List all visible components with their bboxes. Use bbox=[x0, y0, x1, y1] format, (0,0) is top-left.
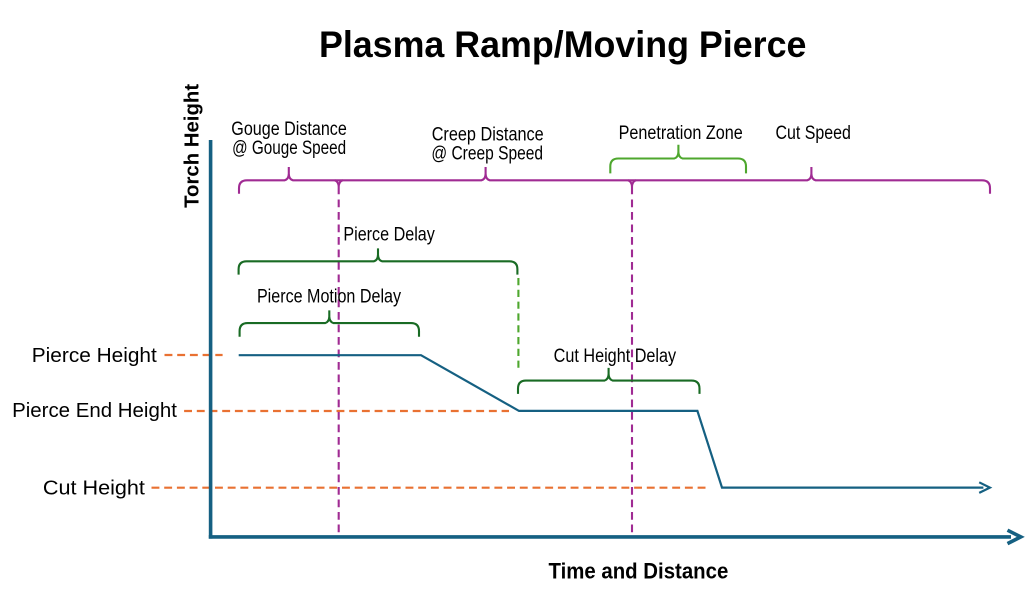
svg-text:Creep Distance: Creep Distance bbox=[432, 124, 544, 145]
svg-text:Gouge Distance: Gouge Distance bbox=[231, 119, 347, 140]
svg-text:Pierce Motion Delay: Pierce Motion Delay bbox=[257, 286, 402, 307]
svg-text:@ Gouge Speed: @ Gouge Speed bbox=[232, 138, 346, 159]
svg-text:Penetration Zone: Penetration Zone bbox=[619, 123, 743, 144]
svg-text:Pierce End Height: Pierce End Height bbox=[12, 400, 177, 422]
svg-text:Cut Speed: Cut Speed bbox=[776, 123, 851, 144]
svg-text:Plasma Ramp/Moving Pierce: Plasma Ramp/Moving Pierce bbox=[319, 24, 807, 65]
svg-text:@ Creep Speed: @ Creep Speed bbox=[431, 144, 543, 165]
svg-text:Pierce Height: Pierce Height bbox=[32, 345, 157, 367]
svg-text:Cut Height: Cut Height bbox=[43, 478, 146, 500]
svg-text:Torch Height: Torch Height bbox=[181, 84, 204, 208]
svg-text:Time and Distance: Time and Distance bbox=[549, 558, 729, 583]
svg-text:Cut Height Delay: Cut Height Delay bbox=[554, 346, 677, 367]
svg-text:Pierce Delay: Pierce Delay bbox=[343, 225, 435, 246]
